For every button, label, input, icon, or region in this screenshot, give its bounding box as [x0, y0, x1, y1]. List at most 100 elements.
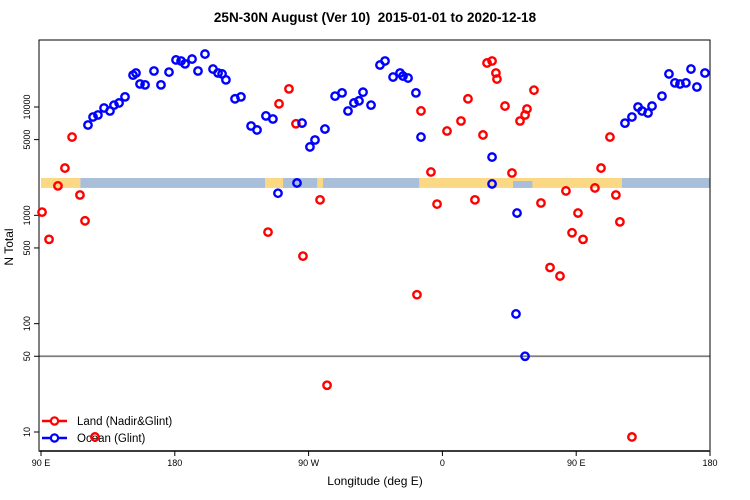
data-point-land — [487, 56, 497, 66]
data-point-ocean — [83, 120, 93, 130]
data-point-ocean — [120, 91, 130, 102]
data-point-ocean — [675, 79, 685, 89]
data-point-land — [482, 58, 492, 68]
data-point-ocean — [200, 49, 210, 59]
data-point-land — [75, 190, 85, 200]
data-point-land — [44, 234, 54, 245]
data-point-land — [478, 130, 488, 140]
data-point-land — [615, 216, 625, 227]
data-point-ocean — [670, 77, 680, 88]
y-tick-label: 5000 — [22, 130, 32, 150]
y-tick-label: 100 — [22, 316, 32, 331]
data-point-ocean — [366, 100, 376, 111]
data-point-ocean — [131, 68, 141, 78]
data-point-ocean — [171, 55, 181, 65]
data-point-ocean — [268, 114, 278, 124]
data-point-land — [442, 126, 452, 136]
plot-box — [38, 39, 711, 452]
y-axis-title: N Total — [2, 228, 16, 266]
data-point-ocean — [627, 112, 637, 122]
data-point-ocean — [193, 66, 203, 76]
data-point-land — [536, 198, 546, 208]
y-tick-label: 500 — [22, 240, 32, 255]
x-tick-label: 180 — [702, 458, 717, 468]
data-point-ocean — [512, 208, 522, 218]
data-point-ocean — [686, 64, 696, 74]
data-point-land — [522, 104, 532, 114]
data-point-land — [470, 194, 480, 205]
x-tick-label: 90 E — [567, 458, 586, 468]
data-point-land — [529, 85, 539, 96]
data-point-land — [605, 132, 615, 142]
data-point-ocean — [221, 74, 231, 85]
data-point-land — [596, 163, 606, 173]
x-tick-label: 180 — [167, 458, 182, 468]
data-point-ocean — [398, 71, 408, 81]
data-point-land — [284, 83, 294, 94]
x-tick-label: 90 E — [32, 458, 51, 468]
data-point-land — [60, 163, 70, 173]
data-point-land — [291, 118, 301, 129]
surface-band-segment-ocean — [283, 178, 420, 188]
data-point-ocean — [388, 72, 398, 82]
data-point-land — [432, 199, 442, 209]
x-tick-label: 0 — [440, 458, 445, 468]
y-tick-label: 10 — [22, 427, 32, 437]
legend-label-ocean: Ocean (Glint) — [77, 433, 146, 445]
data-point-ocean — [310, 135, 320, 145]
data-point-ocean — [337, 87, 347, 98]
data-point-land — [555, 271, 565, 281]
data-point-land — [567, 227, 577, 238]
data-point-ocean — [349, 98, 359, 108]
data-point-ocean — [681, 77, 691, 88]
data-point-land — [545, 262, 555, 273]
data-point-ocean — [700, 68, 710, 78]
data-point-land — [53, 180, 63, 191]
data-point-ocean — [487, 152, 497, 162]
data-point-ocean — [297, 118, 307, 128]
data-point-ocean — [109, 100, 119, 111]
data-point-land — [573, 208, 583, 218]
data-point-ocean — [358, 87, 368, 98]
data-point-ocean — [187, 54, 197, 64]
data-point-land — [322, 380, 332, 391]
data-point-ocean — [380, 56, 390, 66]
data-point-ocean — [487, 179, 497, 189]
data-point-land — [298, 251, 308, 262]
data-point-ocean — [411, 87, 421, 98]
data-point-ocean — [292, 178, 302, 188]
data-point-land — [263, 227, 273, 238]
legend-marker-ocean — [49, 433, 60, 443]
data-point-land — [416, 106, 426, 116]
x-tick-label: 90 W — [298, 458, 320, 468]
data-point-land — [561, 186, 571, 196]
data-point-land — [412, 289, 422, 300]
data-point-ocean — [643, 108, 653, 118]
data-point-land — [463, 93, 473, 104]
data-point-ocean — [620, 118, 630, 129]
data-point-ocean — [88, 112, 98, 122]
data-point-land — [590, 183, 600, 193]
y-tick-label: 1000 — [22, 205, 32, 225]
data-point-land — [515, 116, 525, 126]
data-point-ocean — [343, 106, 353, 116]
data-point-land — [315, 194, 325, 205]
data-point-ocean — [416, 132, 426, 142]
data-point-land — [578, 234, 588, 245]
legend-label-land: Land (Nadir&Glint) — [77, 416, 172, 428]
data-point-ocean — [180, 58, 190, 69]
data-point-land — [500, 101, 510, 111]
data-point-ocean — [273, 188, 283, 199]
data-point-ocean — [657, 91, 667, 102]
data-point-land — [610, 190, 621, 200]
data-point-ocean — [403, 73, 413, 83]
data-point-land — [492, 74, 502, 84]
legend-marker-land — [49, 416, 60, 426]
data-point-ocean — [664, 69, 674, 79]
surface-band-overlay-land — [317, 178, 324, 188]
data-point-land — [37, 207, 47, 218]
data-point-land — [67, 132, 77, 142]
data-point-ocean — [647, 101, 657, 111]
